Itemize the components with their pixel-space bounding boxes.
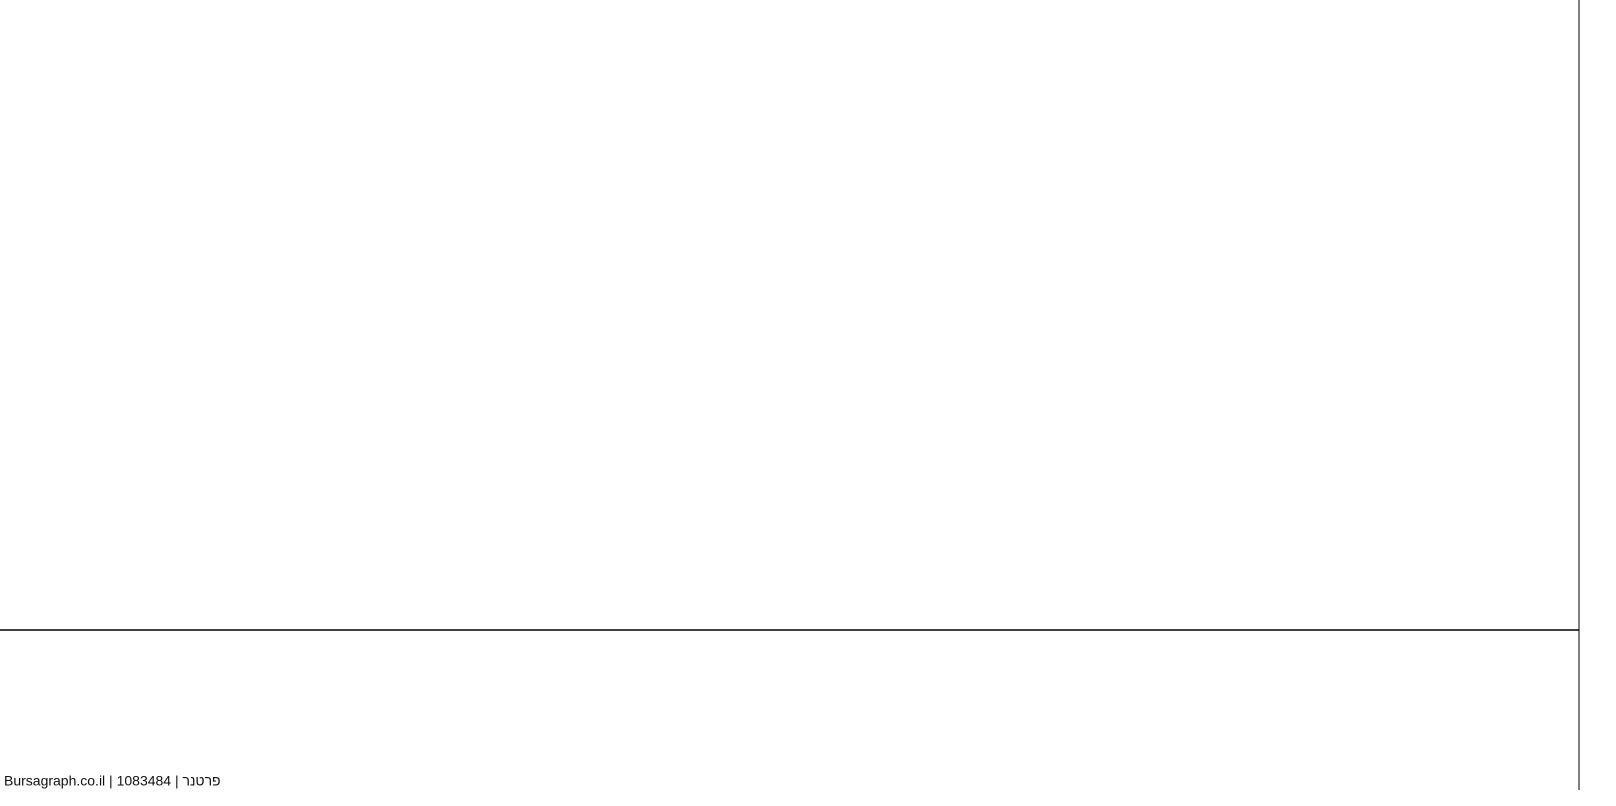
source-label: Bursagraph.co.il | 1083484 | פרטנר <box>4 773 221 789</box>
source-bg <box>2 771 242 791</box>
